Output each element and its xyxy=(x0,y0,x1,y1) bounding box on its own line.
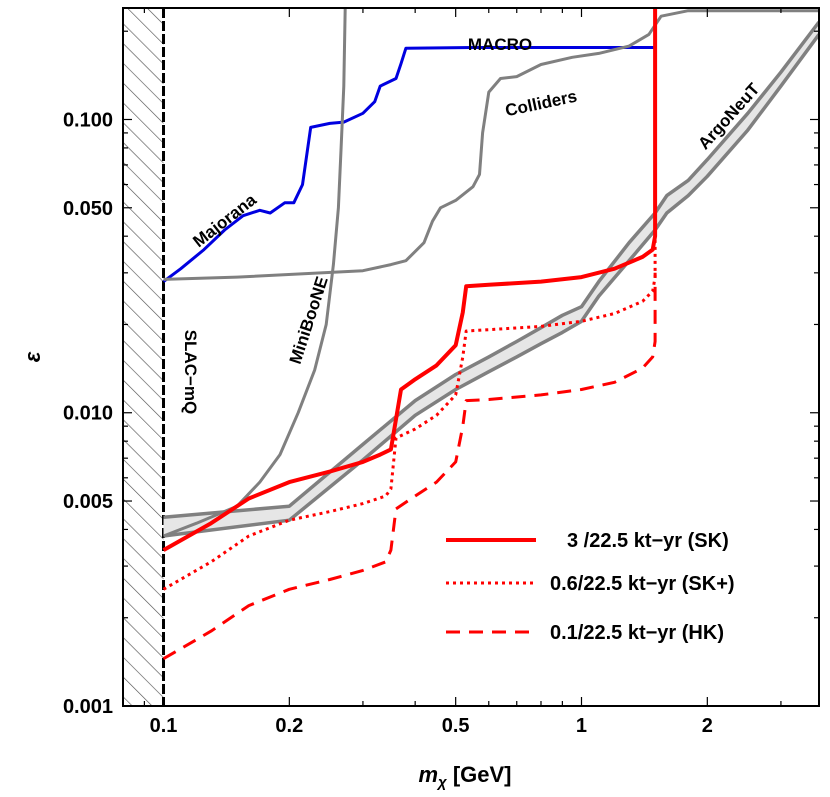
y-tick-label: 0.001 xyxy=(63,696,113,718)
plot-background xyxy=(123,8,819,706)
annotation-slac-mq: SLAC−mQ xyxy=(181,330,200,415)
legend: 3 /22.5 kt−yr (SK) 0.6/22.5 kt−yr (SK+) … xyxy=(446,530,735,644)
x-tick-label: 2 xyxy=(702,715,713,737)
y-axis-title: ε xyxy=(20,351,45,362)
x-axis-title: mχ [GeV] xyxy=(418,762,511,791)
series-line-2-dashed xyxy=(162,272,657,660)
bound-line-colliders xyxy=(163,9,819,281)
band-upper-argoneut xyxy=(163,20,819,520)
plot-frame xyxy=(122,7,820,707)
legend-item-sk: 3 /22.5 kt−yr (SK) xyxy=(446,530,729,552)
x-tick-label: 0.5 xyxy=(442,715,470,737)
x-tick-label: 1 xyxy=(576,715,587,737)
y-tick-label: 0.005 xyxy=(63,491,113,513)
x-axis-title-unit: [GeV] xyxy=(453,762,512,787)
y-tick-label: 0.050 xyxy=(63,198,113,220)
x-axis-title-main: m xyxy=(418,762,438,787)
legend-item-hk: 0.1/22.5 kt−yr (HK) xyxy=(446,622,724,644)
x-tick-label: 0.1 xyxy=(150,715,178,737)
annotation-macro: MACRO xyxy=(468,35,532,54)
x-axis-title-sub: χ xyxy=(436,774,448,791)
y-tick-label: 0.010 xyxy=(63,403,113,425)
series-line-1-dotted xyxy=(162,236,657,591)
band-lower-argoneut xyxy=(163,33,819,538)
excluded-region-hatch xyxy=(123,8,164,706)
legend-label-sk: 3 /22.5 kt−yr (SK) xyxy=(567,530,729,552)
y-tick-label: 0.100 xyxy=(63,109,113,131)
x-tick-label: 0.2 xyxy=(275,715,303,737)
series-line-0-solid xyxy=(162,8,658,552)
bound-line-macro xyxy=(162,46,656,283)
legend-label-sk-plus: 0.6/22.5 kt−yr (SK+) xyxy=(550,573,735,595)
legend-label-hk: 0.1/22.5 kt−yr (HK) xyxy=(550,622,724,644)
legend-item-sk-plus: 0.6/22.5 kt−yr (SK+) xyxy=(446,573,735,595)
